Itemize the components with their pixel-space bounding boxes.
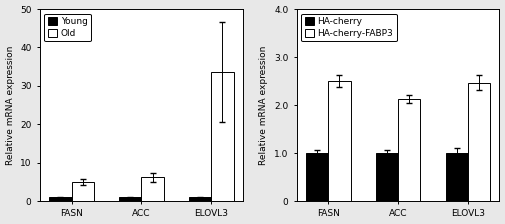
Y-axis label: Relative mRNA expression: Relative mRNA expression — [6, 45, 15, 165]
Legend: HA-cherry, HA-cherry-FABP3: HA-cherry, HA-cherry-FABP3 — [301, 14, 397, 41]
Bar — [306, 153, 328, 201]
Bar — [49, 197, 72, 201]
Bar — [72, 182, 94, 201]
Y-axis label: Relative mRNA expression: Relative mRNA expression — [260, 45, 268, 165]
Bar — [141, 177, 164, 201]
Bar — [189, 197, 211, 201]
Bar — [376, 153, 398, 201]
Legend: Young, Old: Young, Old — [44, 14, 91, 41]
Bar — [328, 81, 350, 201]
Bar — [468, 82, 490, 201]
Bar — [398, 99, 420, 201]
Bar — [211, 72, 233, 201]
Bar — [119, 197, 141, 201]
Bar — [445, 153, 468, 201]
